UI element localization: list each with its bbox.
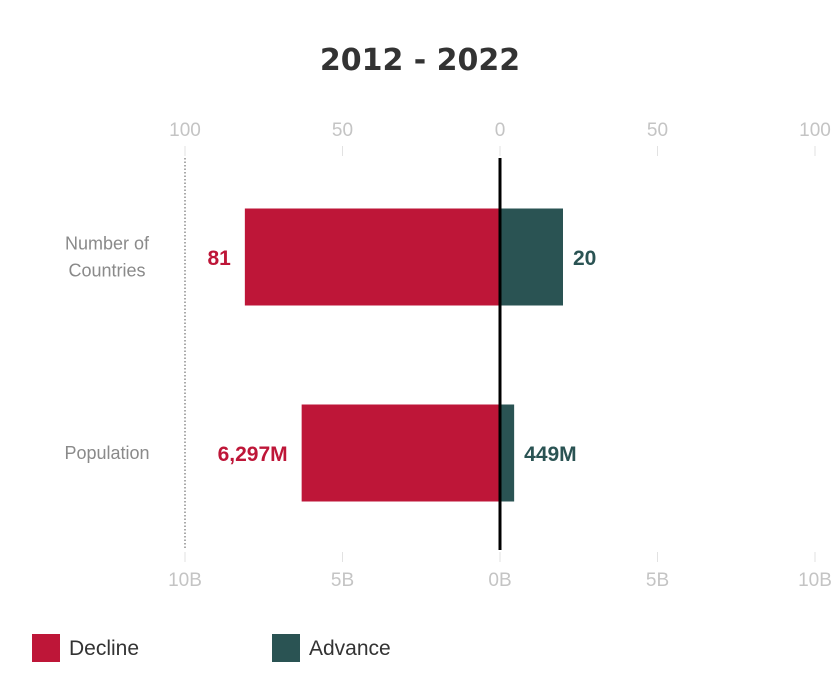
bar-advance bbox=[500, 208, 563, 306]
top-axis-tick-label: 0 bbox=[495, 120, 506, 141]
data-label-decline: 81 bbox=[207, 247, 231, 270]
bottom-axis-tick-label: 5B bbox=[331, 570, 354, 591]
category-label-line: Number of bbox=[65, 234, 150, 254]
category-label-line: Population bbox=[64, 443, 149, 463]
bottom-axis-tick-label: 10B bbox=[168, 570, 202, 591]
legend: Decline Advance bbox=[32, 634, 391, 662]
bottom-axis-tick-label: 10B bbox=[798, 570, 832, 591]
category-label-line: Countries bbox=[68, 261, 145, 281]
bar-decline bbox=[244, 208, 500, 306]
bottom-axis: 10B 5B 0B 5B 10B bbox=[168, 552, 832, 591]
legend-label-advance: Advance bbox=[309, 637, 391, 660]
bars-group: 81 20 Number of Countries 6,297M 449M Populati… bbox=[64, 208, 596, 502]
legend-label-decline: Decline bbox=[69, 637, 139, 660]
category-label: Number of Countries bbox=[65, 234, 150, 281]
legend-swatch-advance bbox=[272, 634, 300, 662]
bar-decline bbox=[301, 404, 500, 502]
top-axis-tick-label: 100 bbox=[799, 120, 831, 141]
top-axis-tick-label: 50 bbox=[332, 120, 353, 141]
data-label-decline: 6,297M bbox=[218, 443, 288, 466]
top-axis: 100 50 0 50 100 bbox=[169, 120, 831, 156]
data-label-advance: 20 bbox=[573, 247, 596, 270]
data-label-advance: 449M bbox=[524, 443, 577, 466]
top-axis-tick-label: 100 bbox=[169, 120, 201, 141]
bar-advance bbox=[500, 404, 515, 502]
category-label: Population bbox=[64, 443, 149, 463]
bottom-axis-tick-label: 0B bbox=[488, 570, 511, 591]
chart-title: 2012 - 2022 bbox=[320, 43, 520, 78]
top-axis-tick-label: 50 bbox=[647, 120, 668, 141]
legend-swatch-decline bbox=[32, 634, 60, 662]
bottom-axis-tick-label: 5B bbox=[646, 570, 669, 591]
